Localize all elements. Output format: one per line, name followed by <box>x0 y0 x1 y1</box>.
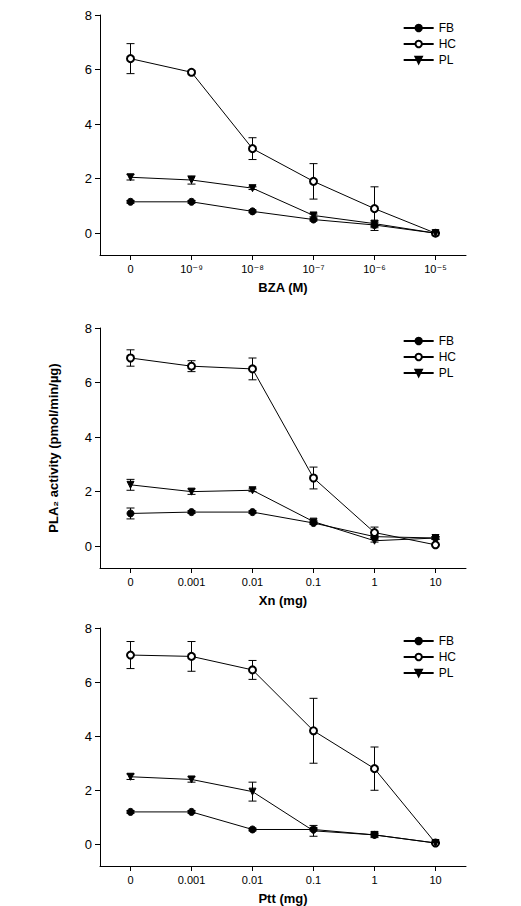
svg-text:BZA (M): BZA (M) <box>258 280 307 295</box>
svg-text:PLA₂ activity (pmol/min/µg): PLA₂ activity (pmol/min/µg) <box>46 363 61 532</box>
svg-text:10: 10 <box>429 874 441 886</box>
svg-text:0.01: 0.01 <box>242 874 263 886</box>
svg-text:10⁻⁹: 10⁻⁹ <box>180 263 203 275</box>
svg-text:1: 1 <box>371 576 377 588</box>
svg-text:0: 0 <box>85 226 92 241</box>
svg-text:FB: FB <box>439 634 454 648</box>
svg-text:HC: HC <box>439 350 457 364</box>
svg-text:10⁻⁵: 10⁻⁵ <box>424 263 447 275</box>
svg-text:0.001: 0.001 <box>178 576 206 588</box>
svg-text:1: 1 <box>371 874 377 886</box>
svg-text:10⁻⁷: 10⁻⁷ <box>302 263 324 275</box>
svg-text:2: 2 <box>85 783 92 798</box>
svg-text:0: 0 <box>85 539 92 554</box>
svg-text:0.01: 0.01 <box>242 576 263 588</box>
svg-text:0.001: 0.001 <box>178 874 206 886</box>
svg-text:10⁻⁶: 10⁻⁶ <box>363 263 386 275</box>
svg-text:PL: PL <box>439 666 454 680</box>
svg-text:6: 6 <box>85 62 92 77</box>
svg-text:10: 10 <box>429 576 441 588</box>
svg-text:6: 6 <box>85 675 92 690</box>
svg-text:0.1: 0.1 <box>306 576 321 588</box>
svg-text:8: 8 <box>85 321 92 336</box>
svg-text:0: 0 <box>127 263 133 275</box>
svg-text:0: 0 <box>127 874 133 886</box>
svg-text:PL: PL <box>439 53 454 67</box>
svg-text:Ptt (mg): Ptt (mg) <box>258 891 307 906</box>
svg-text:4: 4 <box>85 729 92 744</box>
svg-text:PL: PL <box>439 366 454 380</box>
svg-text:6: 6 <box>85 375 92 390</box>
svg-text:4: 4 <box>85 117 92 132</box>
svg-text:HC: HC <box>439 37 457 51</box>
svg-text:0.1: 0.1 <box>306 874 321 886</box>
svg-text:2: 2 <box>85 171 92 186</box>
svg-text:0: 0 <box>85 837 92 852</box>
svg-text:Xn (mg): Xn (mg) <box>259 593 307 608</box>
svg-text:4: 4 <box>85 430 92 445</box>
svg-text:FB: FB <box>439 334 454 348</box>
svg-text:2: 2 <box>85 484 92 499</box>
svg-text:HC: HC <box>439 650 457 664</box>
svg-text:0: 0 <box>127 576 133 588</box>
svg-text:8: 8 <box>85 8 92 23</box>
svg-text:8: 8 <box>85 621 92 636</box>
svg-text:10⁻⁸: 10⁻⁸ <box>241 263 264 275</box>
svg-text:FB: FB <box>439 21 454 35</box>
